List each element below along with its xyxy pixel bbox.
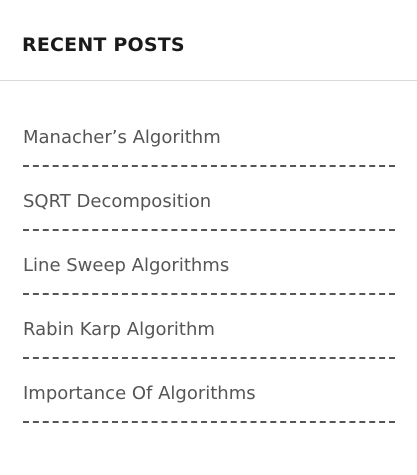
post-divider [23, 229, 395, 231]
post-link-manachers-algorithm[interactable]: Manacher’s Algorithm [23, 127, 221, 148]
list-item: Manacher’s Algorithm [23, 125, 395, 189]
widget-title: RECENT POSTS [22, 34, 185, 56]
post-divider [23, 293, 395, 295]
list-item: Importance Of Algorithms [23, 381, 395, 445]
post-divider [23, 357, 395, 359]
recent-posts-list: Manacher’s Algorithm SQRT Decomposition … [0, 125, 417, 445]
post-divider [23, 165, 395, 167]
list-item: Line Sweep Algorithms [23, 253, 395, 317]
list-item: Rabin Karp Algorithm [23, 317, 395, 381]
post-divider [23, 421, 395, 423]
post-link-rabin-karp-algorithm[interactable]: Rabin Karp Algorithm [23, 319, 215, 340]
post-link-importance-of-algorithms[interactable]: Importance Of Algorithms [23, 383, 256, 404]
widget-header: RECENT POSTS [0, 0, 417, 81]
post-link-sqrt-decomposition[interactable]: SQRT Decomposition [23, 191, 212, 212]
list-item: SQRT Decomposition [23, 189, 395, 253]
post-link-line-sweep-algorithms[interactable]: Line Sweep Algorithms [23, 255, 230, 276]
